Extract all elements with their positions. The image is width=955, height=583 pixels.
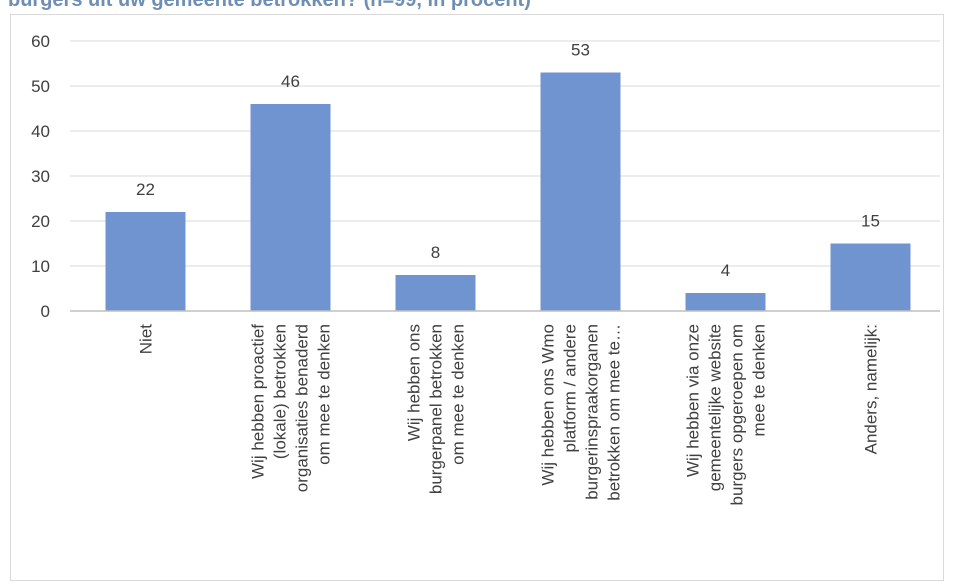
bar — [105, 212, 186, 311]
data-label: 22 — [136, 180, 155, 199]
bars — [105, 72, 911, 311]
category-label: om mee te denken — [315, 324, 334, 465]
category-label: burgers opgeroepen om — [728, 324, 747, 505]
data-label: 4 — [721, 261, 730, 280]
category-labels: Niet Wij hebben proactief (lokale) betrokk… — [137, 324, 881, 506]
category-label: mee te denken — [750, 324, 769, 436]
bar — [830, 243, 911, 311]
y-tick-label: 10 — [31, 257, 50, 276]
category-label: Wij hebben ons Wmo — [539, 324, 558, 486]
category-label: betrokken om mee te… — [605, 324, 624, 501]
y-tick-label: 50 — [31, 77, 50, 96]
category-label: (lokale) betrokken — [271, 324, 290, 459]
bar — [685, 293, 766, 311]
category-label: burgerinspraakorganen — [583, 324, 602, 500]
category-label: om mee te denken — [449, 324, 468, 465]
data-label: 15 — [861, 212, 880, 231]
y-tick-label: 40 — [31, 122, 50, 141]
y-axis-ticks: 0 10 20 30 40 50 60 — [31, 32, 50, 321]
category-label: gemeentelijke website — [706, 324, 725, 491]
data-label: 53 — [571, 41, 590, 60]
data-label: 8 — [431, 243, 440, 262]
bar — [540, 72, 621, 311]
category-label: Anders, namelijk: — [862, 324, 881, 454]
category-label: Wij hebben via onze — [684, 324, 703, 477]
y-tick-label: 60 — [31, 32, 50, 51]
y-tick-label: 20 — [31, 212, 50, 231]
data-labels: 22 46 8 53 4 15 — [136, 41, 880, 281]
category-label: burgerpanel betrokken — [427, 324, 446, 494]
category-label: Wij hebben ons — [405, 324, 424, 441]
bar — [250, 104, 331, 311]
category-label: platform / andere — [561, 324, 580, 453]
category-label: Niet — [137, 324, 156, 355]
y-tick-label: 30 — [31, 167, 50, 186]
category-label: organisaties benaderd — [293, 324, 312, 492]
gridlines — [70, 40, 940, 267]
category-label: Wij hebben proactief — [249, 324, 268, 479]
chart-title: burgers uit uw gemeente betrokken? (n=99… — [8, 0, 531, 11]
y-tick-label: 0 — [41, 302, 50, 321]
data-label: 46 — [281, 72, 300, 91]
bar — [395, 275, 476, 311]
